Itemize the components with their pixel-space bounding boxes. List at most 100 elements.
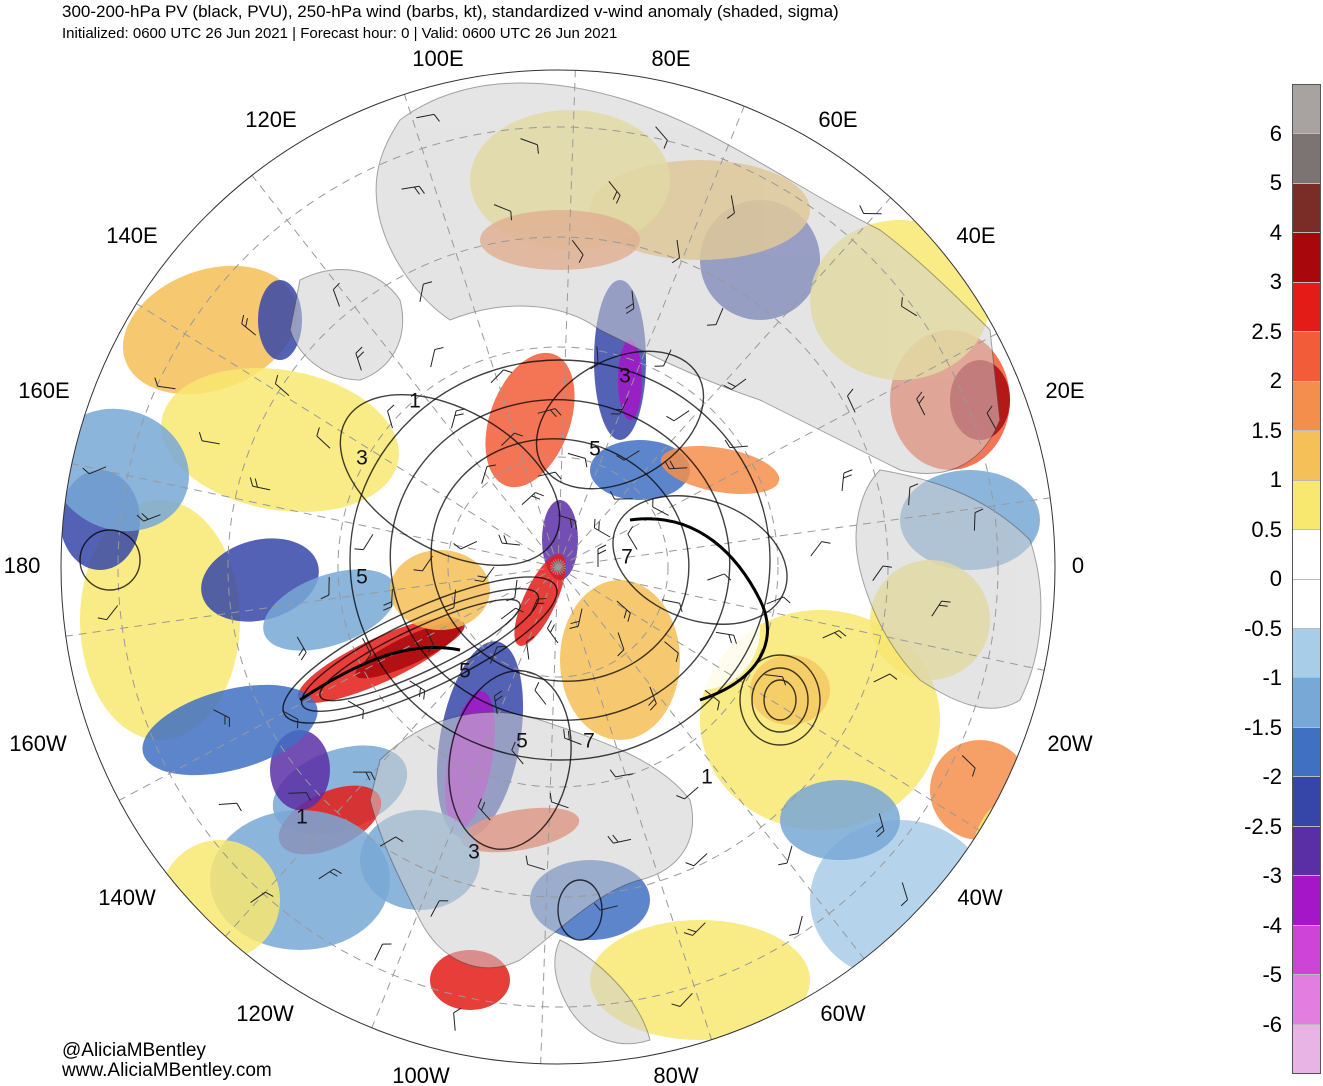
pv-contour xyxy=(300,587,540,713)
wind-barb xyxy=(567,452,588,468)
wind-barb xyxy=(352,771,376,781)
wind-barb xyxy=(430,346,444,368)
pv-contours xyxy=(79,350,821,941)
longitude-labels: 100E 80E 60E 40E 20E 0 20W 40W 60W 80W 100W 120W 140… xyxy=(4,46,1093,1086)
longitude-label: 180 xyxy=(4,553,41,578)
wind-barb xyxy=(493,690,503,714)
wind-barb xyxy=(249,477,271,491)
wind-barb xyxy=(986,405,997,430)
longitude-label: 20E xyxy=(1045,378,1084,403)
longitude-label: 80E xyxy=(651,46,690,71)
wind-barb xyxy=(908,483,919,506)
longitude-label: 160W xyxy=(9,731,67,756)
wind-barb xyxy=(425,628,435,653)
wind-barb xyxy=(241,314,257,336)
wind-barb xyxy=(607,834,632,844)
pv-contour-label: 5 xyxy=(356,566,368,589)
wind-barb xyxy=(873,673,898,683)
colorbar-label: 0 xyxy=(1269,566,1282,591)
wind-barb xyxy=(683,922,706,936)
pv-contour xyxy=(448,670,572,850)
pv-contour-label: 1 xyxy=(701,766,713,789)
longitude-label: 100W xyxy=(392,1063,450,1086)
land-mass xyxy=(855,469,1042,709)
longitude-label: 140W xyxy=(98,885,156,910)
colorbar-swatch xyxy=(1293,579,1320,629)
wind-barb xyxy=(617,632,625,657)
wind-barb xyxy=(627,526,638,550)
wind-barb xyxy=(664,641,679,662)
colorbar-swatch xyxy=(1293,431,1320,481)
wind-barb xyxy=(362,637,372,662)
pv-contour xyxy=(535,350,705,490)
wind-barbs xyxy=(82,113,997,1031)
longitude-label: 140E xyxy=(106,223,157,248)
wind-barb xyxy=(511,741,524,765)
wind-barb xyxy=(822,630,847,639)
pv-contour-label: 1 xyxy=(409,390,421,413)
anomaly-patch xyxy=(61,408,189,532)
latitude-circle xyxy=(447,456,669,678)
wind-barb xyxy=(608,180,621,204)
credit-website: www.AliciaMBentley.com xyxy=(62,1060,272,1081)
wind-barb xyxy=(453,540,478,550)
colorbar-label: 5 xyxy=(1269,170,1282,195)
wind-barb xyxy=(590,346,599,370)
colorbar-swatch xyxy=(1293,134,1320,184)
colorbar-label: -5 xyxy=(1262,962,1282,987)
wind-barb xyxy=(961,755,976,777)
colorbar-swatch xyxy=(1293,628,1320,679)
longitude-label: 40W xyxy=(957,885,1002,910)
wind-barb xyxy=(413,555,433,572)
anomaly-patch xyxy=(780,780,900,860)
wind-barb xyxy=(316,427,331,449)
wind-barb xyxy=(451,408,466,429)
wind-barb xyxy=(198,432,220,445)
colorbar-swatch xyxy=(1293,925,1320,976)
wind-barb xyxy=(296,636,307,661)
wind-barb xyxy=(82,466,107,475)
colorbar-label: 1.5 xyxy=(1251,417,1282,443)
pv-contour xyxy=(319,598,521,702)
colorbar-swatch xyxy=(1293,233,1320,283)
wind-barb xyxy=(481,464,496,484)
colorbar-label: -6 xyxy=(1262,1011,1282,1037)
pv-contour xyxy=(751,667,809,733)
wind-barb xyxy=(529,598,547,616)
pv-contour xyxy=(339,394,561,566)
colorbar-label: -1.5 xyxy=(1244,714,1282,740)
wind-barb xyxy=(872,565,892,581)
wind-barb xyxy=(374,943,392,961)
colorbar-swatch xyxy=(1293,826,1320,877)
colorbar-label: -3 xyxy=(1262,863,1282,888)
pv-contour xyxy=(739,654,821,746)
wind-barb xyxy=(594,903,618,911)
pv-contour xyxy=(79,529,141,591)
wind-barb xyxy=(764,674,787,686)
longitude-label: 160E xyxy=(18,378,69,403)
wind-barb xyxy=(664,460,688,470)
wind-barb xyxy=(490,369,513,384)
pv-contour xyxy=(282,576,558,724)
longitude-label: 120E xyxy=(245,107,296,132)
colorbar-label: 2 xyxy=(1269,368,1282,393)
wind-barb xyxy=(648,686,657,711)
wind-barb xyxy=(489,645,506,664)
wind-barb xyxy=(521,492,544,505)
wind-barb xyxy=(707,307,724,326)
wind-barb xyxy=(616,450,640,461)
colorbar-swatch xyxy=(1293,876,1320,926)
wind-barb xyxy=(666,410,690,422)
pv-contour xyxy=(612,495,788,625)
wind-barb xyxy=(707,573,732,581)
pv-contour xyxy=(430,438,690,682)
wind-barb xyxy=(652,497,669,516)
anomaly-patch xyxy=(161,367,399,513)
anomaly-patch xyxy=(590,920,810,1040)
wind-barb xyxy=(563,729,582,745)
colorbar-label: 0.5 xyxy=(1251,516,1282,542)
pv-contour-label: 5 xyxy=(459,660,471,683)
colorbar-swatch xyxy=(1293,975,1320,1025)
pv-contour xyxy=(629,517,769,702)
